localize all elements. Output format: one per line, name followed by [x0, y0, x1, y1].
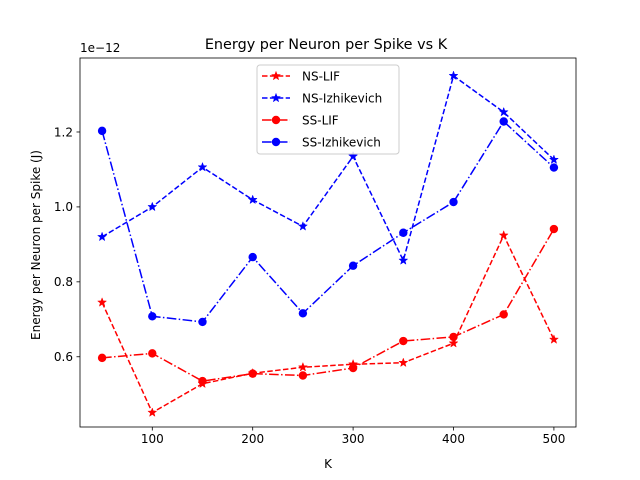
data-point — [97, 231, 108, 242]
legend-item: NS-LIF — [262, 69, 340, 83]
data-point — [248, 252, 257, 262]
x-axis-label: K — [324, 457, 333, 471]
data-point — [399, 336, 408, 346]
series-line — [102, 228, 555, 382]
data-point — [297, 221, 308, 231]
data-point — [148, 312, 157, 321]
data-point — [448, 337, 459, 348]
x-tick-label: 400 — [442, 432, 465, 446]
data-point — [348, 261, 358, 270]
data-point — [449, 332, 458, 342]
legend-marker — [270, 92, 282, 103]
data-point — [499, 310, 508, 319]
legend-label: SS-Izhikevich — [302, 135, 381, 149]
chart-title: Energy per Neuron per Spike vs K — [205, 37, 448, 53]
data-point — [298, 309, 308, 318]
legend-item: NS-Izhikevich — [262, 91, 382, 105]
data-point — [498, 106, 509, 117]
legend-item: SS-LIF — [262, 113, 339, 127]
legend-marker — [271, 115, 281, 125]
data-point — [97, 353, 107, 363]
data-point — [498, 230, 509, 240]
data-point — [198, 376, 207, 386]
series-ss-lif — [97, 224, 559, 386]
data-point — [548, 154, 559, 165]
y-tick-label: 1.2 — [54, 125, 73, 139]
legend-marker — [270, 70, 282, 81]
data-point — [198, 317, 207, 327]
x-tick-label: 200 — [241, 432, 264, 446]
data-point — [398, 255, 409, 265]
series-line — [101, 120, 555, 323]
data-point — [449, 197, 458, 207]
data-point — [97, 126, 107, 136]
legend-marker — [271, 137, 281, 147]
axes-frame — [79, 57, 577, 428]
data-point — [348, 363, 358, 373]
y-tick-label: 1.0 — [54, 200, 73, 214]
plot-area — [79, 57, 577, 428]
x-tick-label: 100 — [141, 432, 164, 446]
data-point — [297, 361, 308, 372]
data-point — [148, 349, 157, 358]
series-line — [101, 74, 555, 263]
data-point — [399, 228, 408, 237]
data-point — [549, 163, 559, 172]
data-point — [398, 357, 409, 368]
data-point — [499, 117, 508, 126]
data-point — [298, 371, 308, 380]
series-ns-izhikevich — [97, 70, 559, 265]
y-tick-label: 0.8 — [54, 275, 73, 289]
x-tick-label: 500 — [542, 432, 565, 446]
y-offset-label: 1e−12 — [80, 41, 120, 55]
y-axis-ticks: 0.6 0.8 1.0 1.2 — [54, 125, 80, 364]
legend-label: NS-LIF — [302, 69, 340, 83]
series-line — [101, 233, 555, 414]
data-point — [147, 407, 158, 417]
data-point — [147, 201, 158, 212]
x-axis-ticks: 100 200 300 400 500 — [141, 427, 565, 446]
legend-item: SS-Izhikevich — [262, 135, 381, 149]
data-point — [247, 194, 258, 205]
data-point — [448, 70, 459, 81]
series-ss-izhikevich — [97, 117, 559, 327]
data-point — [97, 297, 108, 307]
data-point — [548, 334, 559, 344]
data-point — [549, 224, 559, 234]
legend-label: NS-Izhikevich — [302, 91, 382, 105]
data-point — [248, 369, 257, 378]
legend-box — [256, 64, 400, 155]
x-tick-label: 300 — [342, 432, 365, 446]
legend: NS-LIF NS-Izhikevich SS-LIF SS-Izhikevich — [256, 64, 400, 155]
data-point — [197, 161, 208, 172]
legend-label: SS-LIF — [302, 113, 339, 127]
data-point — [348, 151, 359, 161]
y-tick-label: 0.6 — [54, 350, 73, 364]
y-axis-label: Energy per Neuron per Spike (J) — [29, 150, 43, 340]
